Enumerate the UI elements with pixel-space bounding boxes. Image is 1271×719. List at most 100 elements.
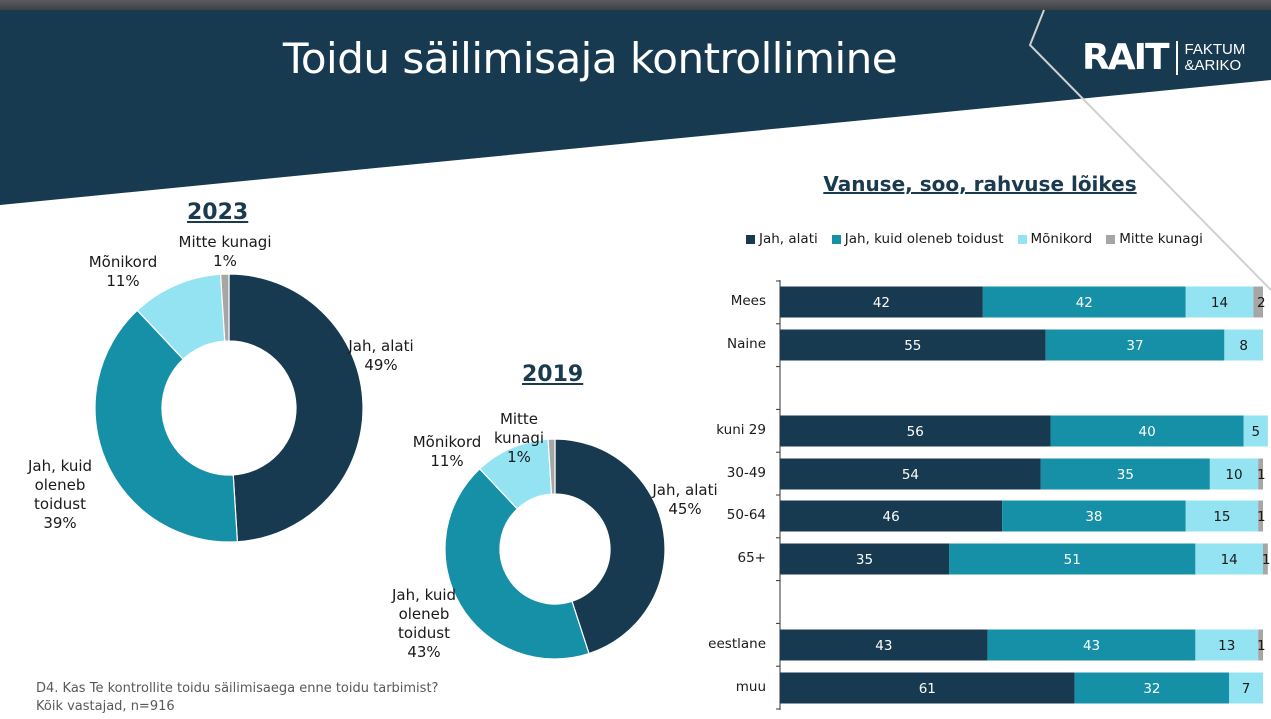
donut-2019-label-monikord: Mõnikord 11% [402, 433, 492, 471]
page-title: Toidu säilimisaja kontrollimine [282, 34, 898, 83]
bar-segment-jah-kuid [982, 286, 1186, 318]
bar-data-label: 1 [1257, 638, 1266, 654]
bar-segment-jah-alati [780, 543, 950, 575]
legend-label: Mitte kunagi [1119, 231, 1203, 247]
bar-segment-mitte-kunagi [1258, 458, 1263, 490]
bar-data-label: 14 [1221, 552, 1238, 568]
donut-2019-slice-jah-alati [554, 438, 666, 655]
label-value: 11% [430, 452, 464, 470]
bar-segment-monikord [1209, 458, 1259, 490]
bar-chart-legend: Jah, alati Jah, kuid oleneb toidust Mõni… [746, 231, 1203, 247]
bar-data-label: 1 [1257, 467, 1266, 483]
bar-segment-jah-kuid [1050, 415, 1244, 447]
category-label: Mees [730, 293, 766, 309]
category-label: 30-49 [726, 465, 766, 481]
label-line: Mitte [499, 410, 539, 428]
label-line: oleneb [34, 476, 86, 494]
bar-data-label: 46 [882, 509, 899, 525]
bar-data-label: 10 [1225, 467, 1242, 483]
bar-segment-jah-kuid [1074, 672, 1230, 704]
bar-data-label: 43 [875, 638, 892, 654]
donut-2023-slice-mitte-kunagi [219, 273, 230, 342]
bar-segment-mitte-kunagi [1258, 629, 1263, 661]
legend-swatch [1106, 234, 1116, 244]
bar-segment-monikord [1195, 543, 1263, 575]
bar-segment-monikord [1185, 286, 1254, 318]
bar-data-label: 38 [1085, 509, 1102, 525]
company-logo: RAIT FAKTUM &ARIKO [1082, 40, 1245, 76]
logo-divider [1175, 41, 1178, 75]
bar-data-label: 15 [1213, 509, 1230, 525]
label-value: 39% [43, 514, 77, 532]
label-line: Jah, alati [652, 481, 718, 499]
label-value: 1% [213, 252, 237, 270]
category-label: muu [735, 679, 766, 695]
bar-segment-jah-alati [780, 629, 988, 661]
footnote: D4. Kas Te kontrollite toidu säilimisaeg… [36, 680, 438, 716]
footnote-question: D4. Kas Te kontrollite toidu säilimisaeg… [36, 681, 439, 696]
donut-2019-label-mitte-kunagi: Mitte kunagi 1% [484, 410, 554, 467]
bar-data-label: 35 [1117, 467, 1134, 483]
bar-segment-jah-kuid [1045, 329, 1225, 361]
donut-2019-slice-jah-kuid [444, 467, 590, 660]
label-line: Jah, kuid [27, 457, 93, 475]
bar-data-label: 35 [856, 552, 873, 568]
label-value: 1% [507, 448, 531, 466]
label-value: 45% [668, 500, 702, 518]
bar-segment-jah-kuid [949, 543, 1196, 575]
donut-2023-slice-jah-alati [228, 273, 364, 543]
donut-2019-label-jah-kuid: Jah, kuid oleneb toidust 43% [384, 586, 464, 662]
label-line: Jah, alati [348, 337, 414, 355]
logo-sub-line1: FAKTUM [1184, 41, 1246, 58]
logo-mark: RAIT [1082, 37, 1170, 78]
donut-2023-slice-jah-kuid [94, 309, 239, 543]
window-top-bar [0, 0, 1271, 10]
bar-data-label: 1 [1262, 552, 1271, 568]
logo-sub-line2: &ARIKO [1184, 57, 1242, 74]
donut-2019-label-jah-alati: Jah, alati 45% [640, 481, 730, 519]
legend-swatch [1017, 234, 1027, 244]
bar-data-label: 54 [902, 467, 919, 483]
label-value: 49% [364, 356, 398, 374]
footnote-sample: Kõik vastajad, n=916 [36, 699, 175, 714]
bar-data-label: 55 [904, 338, 921, 354]
bar-data-label: 32 [1143, 681, 1160, 697]
header-banner [0, 10, 1271, 205]
bar-data-label: 37 [1126, 338, 1143, 354]
bar-segment-jah-kuid [1002, 500, 1186, 532]
label-line: oleneb [398, 605, 450, 623]
donut-2023-label-jah-alati: Jah, alati 49% [336, 337, 426, 375]
legend-item-jah-alati: Jah, alati [746, 231, 818, 247]
bar-data-label: 40 [1138, 424, 1155, 440]
bar-segment-jah-alati [780, 286, 983, 318]
bar-segment-jah-kuid [1040, 458, 1210, 490]
bar-segment-monikord [1243, 415, 1268, 447]
bar-data-label: 61 [919, 681, 936, 697]
bar-segment-monikord [1229, 672, 1263, 704]
bar-segment-jah-alati [780, 500, 1003, 532]
category-label: 65+ [737, 550, 767, 566]
bar-data-label: 8 [1239, 338, 1248, 354]
donut-2023-label-jah-kuid: Jah, kuid oleneb toidust 39% [20, 457, 100, 533]
bar-data-label: 42 [873, 295, 890, 311]
bar-data-label: 51 [1064, 552, 1081, 568]
legend-item-jah-kuid: Jah, kuid oleneb toidust [831, 231, 1004, 247]
label-line: toidust [34, 495, 86, 513]
logo-subtext: FAKTUM &ARIKO [1185, 42, 1246, 74]
bar-segment-monikord [1224, 329, 1263, 361]
bar-segment-monikord [1185, 500, 1259, 532]
legend-label: Jah, kuid oleneb toidust [844, 231, 1004, 247]
donut-2023-title: 2023 [187, 200, 249, 225]
bar-segment-jah-alati [780, 672, 1075, 704]
donut-2023-label-monikord: Mõnikord 11% [78, 253, 168, 291]
label-value: 43% [407, 643, 441, 661]
category-label: 50-64 [726, 507, 766, 523]
legend-swatch [746, 234, 755, 244]
bar-data-label: 2 [1257, 295, 1266, 311]
bar-data-label: 1 [1257, 509, 1266, 525]
label-line: Mõnikord [412, 433, 482, 451]
bar-segment-mitte-kunagi [1253, 286, 1263, 318]
